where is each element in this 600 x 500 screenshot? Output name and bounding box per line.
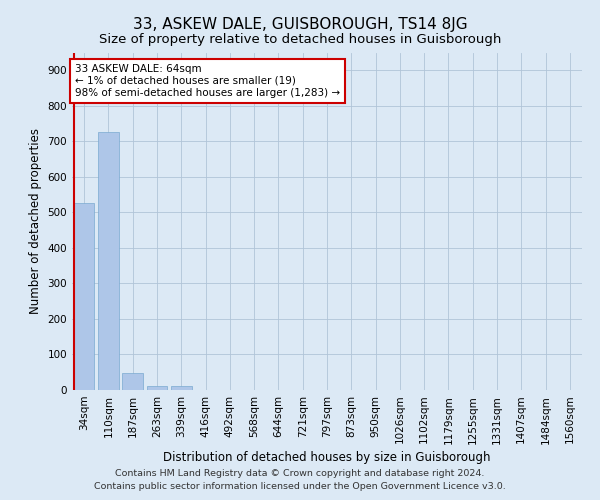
Bar	[146, 386, 167, 390]
Bar	[98, 132, 119, 390]
Text: 33 ASKEW DALE: 64sqm
← 1% of detached houses are smaller (19)
98% of semi-detach: 33 ASKEW DALE: 64sqm ← 1% of detached ho…	[75, 64, 340, 98]
Text: 33, ASKEW DALE, GUISBOROUGH, TS14 8JG: 33, ASKEW DALE, GUISBOROUGH, TS14 8JG	[133, 18, 467, 32]
Bar	[74, 204, 94, 390]
Bar	[122, 374, 143, 390]
X-axis label: Distribution of detached houses by size in Guisborough: Distribution of detached houses by size …	[163, 450, 491, 464]
Bar	[171, 386, 191, 390]
Text: Contains HM Land Registry data © Crown copyright and database right 2024.
Contai: Contains HM Land Registry data © Crown c…	[94, 470, 506, 491]
Y-axis label: Number of detached properties: Number of detached properties	[29, 128, 42, 314]
Text: Size of property relative to detached houses in Guisborough: Size of property relative to detached ho…	[99, 32, 501, 46]
